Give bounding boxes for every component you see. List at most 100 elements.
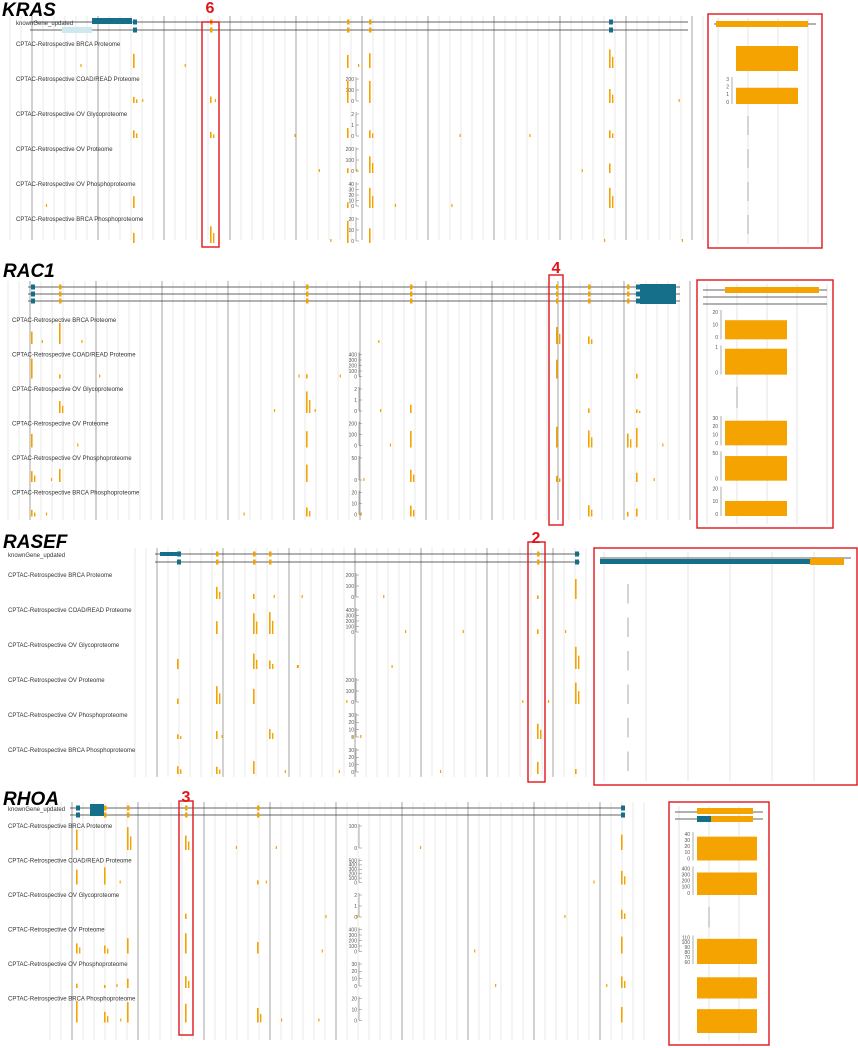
signal-bar	[356, 169, 358, 172]
exon	[697, 808, 753, 814]
signal-bar	[559, 478, 561, 482]
signal-bar	[588, 408, 590, 413]
utr-block	[640, 284, 676, 304]
signal-bar	[591, 509, 593, 517]
genome-grid	[9, 16, 704, 240]
signal-bar	[294, 134, 296, 137]
exon	[810, 558, 844, 565]
track-label: CPTAC-Retrospective OV Proteome	[12, 422, 109, 428]
signal-bar	[45, 204, 48, 207]
signal-bar	[180, 736, 182, 739]
axis-tick-label: 0	[354, 512, 357, 518]
track-label: CPTAC-Retrospective COAD/READ Proteome	[12, 353, 136, 359]
signal-bar	[609, 163, 611, 173]
signal-bar	[394, 204, 397, 207]
signal-bar	[76, 983, 78, 988]
signal-bar	[31, 471, 33, 482]
axis-tick-label: 100	[682, 940, 691, 946]
highlight-number: 3	[182, 789, 191, 806]
signal-bar	[347, 54, 349, 68]
signal-bar	[537, 595, 539, 599]
signal-bar	[346, 700, 348, 703]
axis-tick-label: 400	[349, 352, 358, 358]
signal-bar	[662, 443, 664, 447]
signal-bar	[298, 374, 300, 378]
exon	[556, 298, 559, 304]
signal-bar	[636, 472, 638, 482]
signal-bar	[495, 984, 497, 987]
track-axis: 200 100 0	[349, 421, 362, 449]
track-axis: 20 10 0	[348, 217, 359, 245]
track-label: CPTAC-Retrospective OV Glycoproteome	[8, 893, 120, 899]
axis-tick-label: 100	[349, 432, 358, 438]
signal-bar	[621, 936, 623, 954]
exon	[627, 298, 630, 304]
signal-bar	[588, 505, 590, 517]
exon	[410, 291, 413, 297]
signal-bar	[603, 239, 606, 242]
axis-tick-label: 300	[682, 872, 691, 878]
track-label: CPTAC-Retrospective OV Phosphoproteome	[16, 182, 136, 188]
zoom-signal-bar	[736, 46, 798, 71]
signal-bar	[216, 766, 218, 774]
signal-bar	[76, 869, 78, 885]
exon	[306, 298, 309, 304]
signal-bar	[59, 468, 61, 482]
signal-bar	[213, 232, 215, 243]
axis-tick-label: 20	[712, 310, 718, 316]
signal-bar	[330, 239, 332, 242]
signal-bar	[612, 195, 614, 208]
highlight-number: 2	[532, 530, 541, 547]
zoom-signal-bar	[725, 420, 787, 446]
signal-bar	[636, 508, 638, 517]
signal-bar	[107, 1016, 109, 1023]
track-label: CPTAC-Retrospective BRCA Proteome	[12, 318, 117, 324]
signal-bar	[318, 1018, 320, 1022]
signal-bar	[119, 880, 121, 884]
axis-tick-label: 10	[712, 499, 718, 505]
signal-bar	[253, 761, 255, 774]
gene-track-label: knownGene_updated	[8, 553, 65, 559]
signal-bar	[76, 1000, 78, 1023]
signal-bar	[79, 947, 81, 954]
signal-bar	[383, 595, 385, 598]
axis-tick-label: 300	[349, 358, 358, 364]
signal-bar	[627, 511, 629, 517]
axis-tick-label: 200	[346, 619, 355, 625]
axis-tick-label: 0	[351, 630, 354, 636]
exon	[369, 27, 372, 33]
track-label: CPTAC-Retrospective OV Phosphoproteome	[12, 456, 132, 462]
exon	[59, 284, 62, 290]
signal-bar	[31, 358, 33, 379]
signal-bar	[389, 443, 392, 447]
track-axis: 2 1 0	[354, 387, 362, 415]
axis-tick-label: 0	[354, 915, 357, 921]
signal-bar	[235, 846, 238, 849]
signal-bar	[591, 437, 593, 448]
signal-bar	[269, 660, 271, 669]
signal-bar	[180, 769, 182, 774]
signal-bar	[309, 511, 311, 517]
exon	[609, 27, 613, 33]
zoom-inset: 32 1 0	[707, 13, 823, 249]
axis-tick-label: 100	[349, 876, 358, 882]
highlight-number: 6	[206, 0, 215, 17]
signal-bar	[272, 733, 274, 739]
axis-tick-label: 1	[726, 92, 729, 98]
signal-bar	[565, 630, 567, 633]
signal-bar	[537, 723, 539, 739]
gene-title: RASEF	[3, 532, 69, 553]
signal-bar	[318, 169, 320, 172]
signal-bar	[547, 700, 550, 703]
signal-bar	[369, 156, 371, 173]
zoom-signal-bar	[697, 938, 757, 964]
signal-bar	[257, 942, 259, 954]
signal-bar	[314, 409, 316, 412]
track: CPTAC-Retrospective OV Glycoproteome	[8, 643, 580, 669]
exon	[627, 291, 630, 297]
exon	[636, 284, 640, 290]
zoom-signal-bar	[697, 977, 757, 999]
signal-bar	[627, 433, 629, 448]
